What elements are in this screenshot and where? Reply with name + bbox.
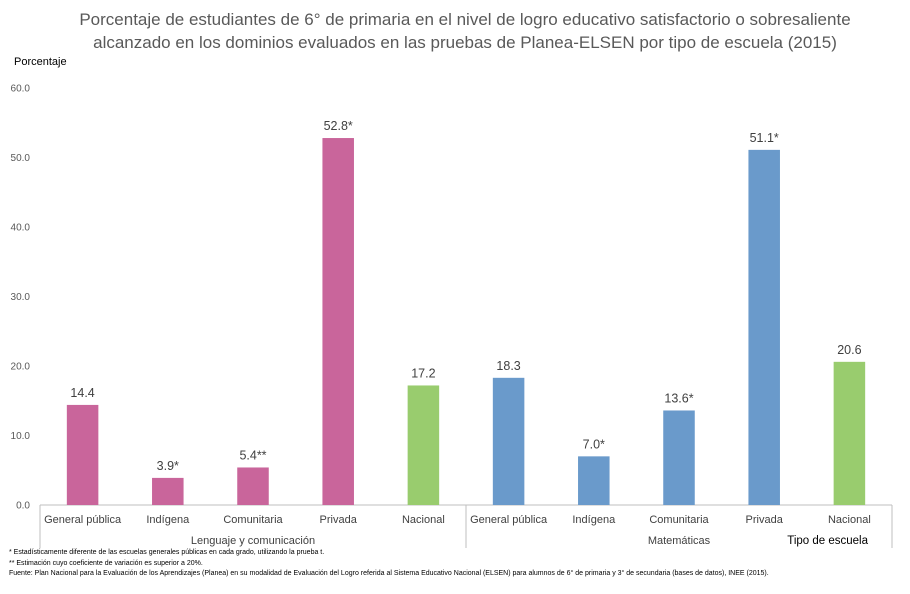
category-label: Indígena — [146, 514, 190, 526]
data-label: 17.2 — [411, 366, 435, 380]
x-axis-label: Tipo de escuela — [787, 535, 868, 547]
y-tick-label: 60.0 — [11, 84, 31, 95]
data-label: 7.0* — [583, 437, 605, 451]
category-label: Privada — [746, 514, 784, 526]
footnote-1: * Estadísticamente diferente de las escu… — [9, 549, 325, 556]
chart-title: Porcentaje de estudiantes de 6° de prima… — [79, 10, 851, 52]
category-label: Comunitaria — [223, 514, 283, 526]
footnotes: * Estadísticamente diferente de las escu… — [9, 548, 904, 580]
bar — [748, 149, 780, 506]
bar — [407, 385, 440, 505]
category-label: General pública — [470, 514, 548, 526]
category-label: Indígena — [572, 514, 616, 526]
category-label: Comunitaria — [649, 514, 709, 526]
category-label: Nacional — [828, 514, 871, 526]
data-label: 51.1* — [750, 131, 779, 145]
bar — [237, 467, 269, 505]
data-label: 20.6 — [837, 343, 861, 357]
bar — [322, 138, 354, 506]
bar — [663, 410, 695, 505]
y-axis-label: Porcentaje — [14, 56, 67, 68]
bar — [152, 477, 184, 505]
data-label: 13.6* — [664, 391, 693, 405]
footnote-2: ** Estimación cuyo coeficiente de variac… — [9, 559, 203, 567]
category-label: Nacional — [402, 514, 445, 526]
group-label: Lenguaje y comunicación — [191, 535, 315, 547]
footnote-3: Fuente: Plan Nacional para la Evaluación… — [9, 570, 769, 577]
y-tick-label: 20.0 — [11, 362, 31, 373]
category-label: Privada — [320, 514, 358, 526]
bar — [66, 404, 99, 505]
data-label: 3.9* — [157, 459, 179, 473]
bar — [492, 377, 525, 505]
data-label: 14.4 — [70, 386, 94, 400]
y-tick-label: 0.0 — [16, 501, 30, 512]
bar — [578, 456, 610, 505]
bar — [833, 361, 866, 505]
data-label: 18.3 — [496, 359, 520, 373]
y-tick-label: 40.0 — [11, 223, 31, 234]
y-tick-label: 50.0 — [11, 153, 31, 164]
data-label: 5.4** — [239, 448, 266, 462]
data-label: 52.8* — [324, 119, 353, 133]
group-label: Matemáticas — [648, 535, 711, 547]
y-tick-label: 30.0 — [11, 292, 31, 303]
category-label: General pública — [44, 514, 122, 526]
y-tick-label: 10.0 — [11, 431, 31, 442]
